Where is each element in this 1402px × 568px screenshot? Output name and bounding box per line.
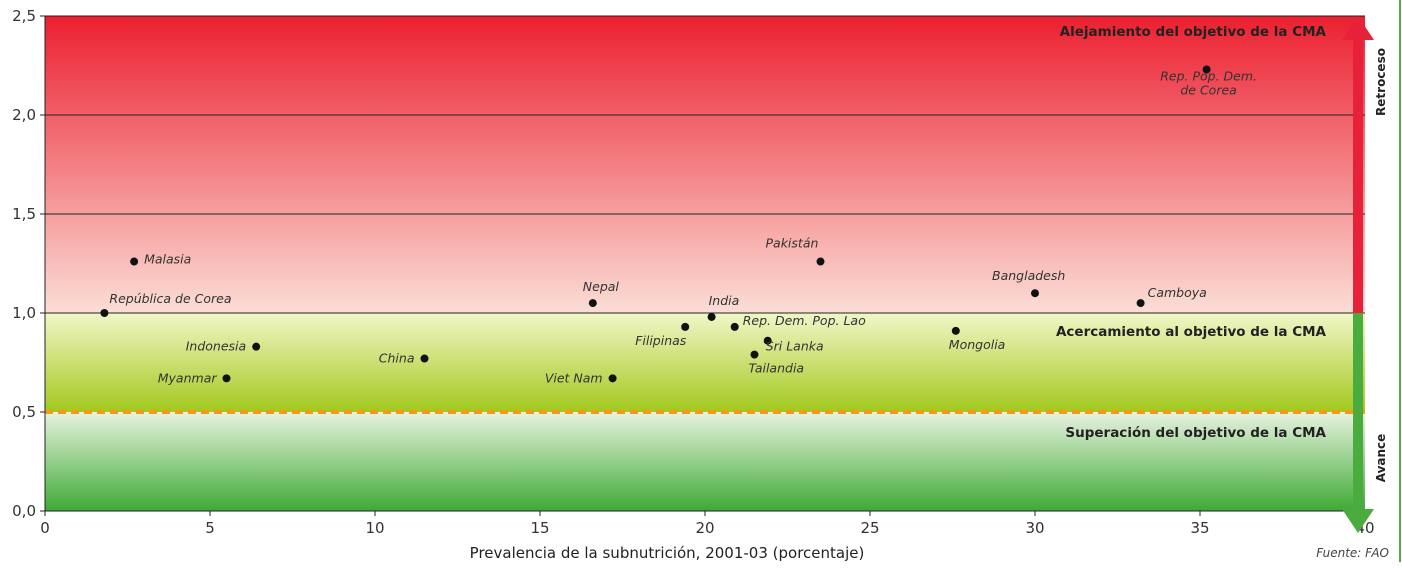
zone-label-top: Alejamiento del objetivo de la CMA — [1060, 24, 1327, 40]
arrow-shaft-down — [1353, 313, 1363, 513]
point-label: Myanmar — [158, 370, 218, 385]
data-point — [100, 309, 109, 317]
point-label: Rep. Pop. Dem. de Corea — [1160, 68, 1257, 97]
data-point — [750, 350, 759, 359]
data-point — [1031, 289, 1039, 298]
data-point — [730, 322, 739, 331]
x-axis-ticks: 0 5 10 15 20 25 30 35 40 — [40, 511, 1375, 537]
point-label: Pakistán — [766, 236, 819, 251]
point-label: Camboya — [1148, 285, 1207, 300]
zone-retreat-band — [45, 16, 1365, 313]
arrow-head-down-icon — [1342, 509, 1374, 533]
y-tick-label: 0,5 — [12, 403, 36, 421]
x-tick-label: 25 — [860, 519, 879, 537]
point-label: Tailandia — [749, 361, 805, 376]
y-tick-label: 1,5 — [12, 205, 36, 223]
point-label: Nepal — [583, 279, 620, 294]
data-point — [608, 374, 617, 383]
zone-label-middle: Acercamiento al objetivo de la CMA — [1056, 324, 1327, 340]
arrow-shaft-up — [1353, 34, 1363, 313]
point-label: China — [379, 351, 415, 366]
x-axis-label: Prevalencia de la subnutrición, 2001-03 … — [470, 544, 865, 562]
point-label: Rep. Dem. Pop. Lao — [743, 313, 866, 328]
x-tick-label: 5 — [205, 519, 215, 537]
arrow-head-up-icon — [1342, 16, 1374, 40]
data-point — [588, 299, 597, 308]
zone-surpass-band — [45, 412, 1365, 511]
data-point — [1136, 299, 1145, 308]
point-label: Malasia — [144, 252, 191, 267]
x-tick-label: 20 — [695, 519, 714, 537]
y-tick-label: 1,0 — [12, 304, 36, 322]
point-label: Mongolia — [949, 337, 1006, 352]
data-point — [420, 354, 429, 363]
point-label: República de Corea — [109, 291, 231, 306]
x-tick-label: 10 — [365, 519, 384, 537]
data-point — [707, 312, 716, 321]
gridlines — [45, 15, 1365, 314]
data-point — [1202, 65, 1211, 74]
x-tick-label: 35 — [1190, 519, 1209, 537]
point-label: Bangladesh — [992, 268, 1065, 283]
data-points: Rep. Pop. Dem. de Corea Malasia República d… — [100, 65, 1257, 385]
point-label: Sri Lanka — [766, 339, 824, 354]
point-label: India — [709, 293, 740, 308]
point-label: Indonesia — [186, 339, 246, 354]
y-tick-label: 2,5 — [12, 7, 36, 25]
y-axis-ticks: 0,0 0,5 1,0 1,5 2,0 2,5 — [12, 7, 45, 520]
y-tick-label: 0,0 — [12, 502, 36, 520]
x-tick-label: 15 — [530, 519, 549, 537]
point-label: Viet Nam — [545, 370, 603, 385]
direction-arrow — [1342, 16, 1374, 533]
zone-label-bottom: Superación del objetivo de la CMA — [1065, 425, 1326, 441]
x-tick-label: 0 — [40, 519, 50, 537]
data-point — [816, 257, 825, 266]
zone-approach-band — [45, 313, 1365, 412]
data-point — [681, 322, 690, 331]
side-label-retroceso: Retroceso — [1374, 48, 1388, 116]
data-point — [222, 374, 231, 383]
point-label: Filipinas — [635, 333, 687, 348]
y-tick-label: 2,0 — [12, 106, 36, 124]
data-point — [130, 257, 139, 266]
plot-background — [45, 16, 1365, 511]
data-point — [951, 326, 960, 335]
data-point — [763, 336, 772, 345]
x-tick-label: 30 — [1025, 519, 1044, 537]
data-point — [252, 342, 261, 351]
source-note: Fuente: FAO — [1316, 546, 1389, 560]
side-label-avance: Avance — [1374, 434, 1388, 483]
